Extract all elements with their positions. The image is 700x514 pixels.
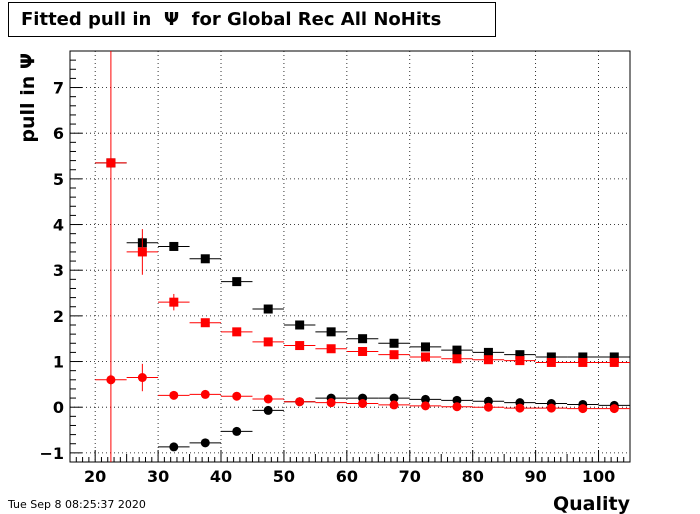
x-tick-label: 50 [273, 467, 295, 486]
timestamp: Tue Sep 8 08:25:37 2020 [8, 498, 146, 511]
data-point [609, 404, 619, 414]
data-point [609, 357, 619, 367]
data-point [452, 354, 462, 364]
data-point [389, 393, 399, 403]
data-point [263, 394, 273, 404]
data-point [452, 345, 462, 355]
data-point [389, 350, 399, 360]
data-point [263, 405, 273, 415]
data-point [169, 390, 179, 400]
data-point [546, 403, 556, 413]
data-point [358, 399, 368, 409]
data-point [106, 375, 116, 385]
x-axis-label: Quality [553, 493, 631, 514]
data-point [515, 350, 525, 360]
y-tick-label: 0 [53, 398, 64, 417]
data-point [232, 426, 242, 436]
y-tick-label: 2 [53, 307, 64, 326]
data-point [295, 320, 305, 330]
data-point [326, 398, 336, 408]
data-point [578, 352, 588, 362]
data-point [578, 404, 588, 414]
data-point [326, 344, 336, 354]
data-point [452, 395, 462, 405]
data-point [232, 391, 242, 401]
data-point [263, 337, 273, 347]
data-point [421, 342, 431, 352]
data-point [515, 356, 525, 366]
x-tick-label: 30 [147, 467, 169, 486]
y-tick-label: 4 [53, 216, 64, 235]
y-tick-label: 3 [53, 261, 64, 280]
x-tick-label: 40 [210, 467, 232, 486]
y-tick-label: −1 [39, 444, 64, 463]
data-point [137, 247, 147, 257]
data-point [169, 297, 179, 307]
data-point [137, 373, 147, 383]
data-point [483, 347, 493, 357]
y-tick-label: 7 [53, 79, 64, 98]
x-tick-label: 70 [399, 467, 421, 486]
data-point [389, 400, 399, 410]
series-red-square [95, 158, 630, 367]
data-point [106, 158, 116, 168]
y-tick-label: 1 [53, 353, 64, 372]
data-point [169, 442, 179, 452]
data-point [295, 341, 305, 351]
data-point [421, 352, 431, 362]
series-black-square [95, 158, 630, 362]
data-point [200, 254, 210, 264]
grid [70, 51, 630, 462]
x-tick-label: 60 [336, 467, 358, 486]
data-point [389, 338, 399, 348]
y-axis-label: pull in Ψ [17, 53, 39, 143]
data-point [546, 352, 556, 362]
data-point [609, 352, 619, 362]
x-tick-label: 20 [84, 467, 106, 486]
data-point [200, 389, 210, 399]
data-point [200, 438, 210, 448]
x-tick-label: 90 [524, 467, 546, 486]
data-point [421, 401, 431, 411]
data-point [358, 334, 368, 344]
data-point [546, 357, 556, 367]
data-point [263, 304, 273, 314]
y-tick-label: 6 [53, 124, 64, 143]
data-point [200, 318, 210, 328]
data-point [421, 394, 431, 404]
axes: 20 30 40 50 60 70 80 90 100 −1 0 1 2 3 4 5 6 7 [39, 50, 631, 486]
data-point [295, 397, 305, 407]
data-point [578, 357, 588, 367]
data-point [232, 327, 242, 337]
data-point [452, 402, 462, 412]
data-point [515, 403, 525, 413]
data-point [169, 241, 179, 251]
x-tick-label: 80 [462, 467, 484, 486]
plot-frame [69, 50, 631, 463]
data-point [326, 327, 336, 337]
x-tick-label: 100 [582, 467, 615, 486]
data-point [483, 402, 493, 412]
series-red-circle [95, 363, 630, 414]
data-point [483, 355, 493, 365]
y-tick-label: 5 [53, 170, 64, 189]
data-point [358, 346, 368, 356]
chart-title: Fitted pull in Ψ for Global Rec All NoHi… [8, 2, 496, 37]
data-marks [95, 51, 630, 462]
data-point [232, 277, 242, 287]
